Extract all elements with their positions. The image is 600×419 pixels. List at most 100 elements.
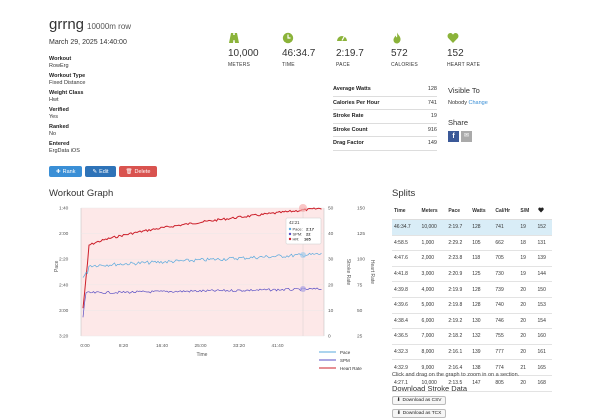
stroke-rate-tick-label: 40 <box>328 231 334 237</box>
tooltip-spm-value: 22 <box>306 232 311 237</box>
left-tick-label: 3:20 <box>59 334 69 340</box>
splits-cell: 7,000 <box>419 328 447 345</box>
splits-total-row[interactable]: 46:34.7 10,000 2:19.7 128 741 19 152 <box>392 219 552 236</box>
splits-cell: 8,000 <box>419 344 447 361</box>
splits-cell: 105 <box>470 235 494 252</box>
legend-pace-label: Pace <box>340 350 351 355</box>
splits-row[interactable]: 4:39.8 4,000 2:19.9 128 739 20 150 <box>392 281 552 298</box>
splits-cell: 138 <box>470 359 494 376</box>
stroke-rate-axis-ticks: 50 40 30 20 10 0 <box>328 206 334 340</box>
download-tcx-label: Download as TCX <box>402 411 442 416</box>
splits-cell: 125 <box>470 266 494 283</box>
x-tick-label: 8:20 <box>119 343 129 349</box>
heart-icon <box>537 207 544 213</box>
splits-cell: 139 <box>470 344 494 361</box>
workout-name: grrng <box>49 16 85 33</box>
splits-row[interactable]: 4:41.8 3,000 2:20.9 125 730 19 144 <box>392 266 552 283</box>
splits-row[interactable]: 4:58.5 1,000 2:29.2 105 662 18 131 <box>392 235 552 252</box>
delete-button[interactable]: 🗑 Delete <box>118 166 158 177</box>
x-tick-label: 0:00 <box>80 343 90 349</box>
splits-cell: 4:39.6 <box>392 297 420 314</box>
stroke-rate-tick-label: 10 <box>328 308 334 314</box>
detail-value: RowErg <box>49 63 69 69</box>
visibility-section: Visible To Nobody Change <box>448 86 488 106</box>
splits-cell: 4:36.5 <box>392 328 420 345</box>
x-axis-title: Time <box>197 352 208 358</box>
heart-rate-axis-ticks: 150 125 100 75 50 25 <box>357 206 365 340</box>
splits-cell: 18 <box>518 235 536 252</box>
share-section: Share f ✉ <box>448 118 472 142</box>
tooltip-spm-dot <box>288 232 292 236</box>
splits-cell: 160 <box>535 328 552 345</box>
rank-icon: ✚ <box>56 168 61 175</box>
splits-cell: 4,000 <box>419 281 447 298</box>
speedometer-icon <box>337 35 347 41</box>
stat-caption: TIME <box>282 62 295 68</box>
summary-label: Drag Factor <box>333 140 364 147</box>
stroke-rate-tick-label: 0 <box>328 334 331 340</box>
splits-cell: 46:34.7 <box>392 219 420 236</box>
summary-row: Drag Factor 149 <box>333 137 437 151</box>
splits-cell: 4:38.4 <box>392 313 420 330</box>
splits-cell: 9,000 <box>419 359 447 376</box>
splits-heading: Splits <box>392 188 416 199</box>
right-axis-title-stroke-rate: Stroke Rate <box>345 259 351 286</box>
summary-label: Stroke Rate <box>333 113 364 120</box>
splits-cell: 741 <box>493 219 519 236</box>
splits-cell: 19 <box>518 219 536 236</box>
heart-rate-tick-label: 75 <box>357 282 363 288</box>
summary-row: Stroke Rate 19 <box>333 110 437 124</box>
trash-icon: 🗑 <box>125 168 133 175</box>
splits-row[interactable]: 4:47.6 2,000 2:23.8 118 705 19 139 <box>392 250 552 267</box>
splits-row[interactable]: 4:32.3 8,000 2:16.1 139 777 20 161 <box>392 344 552 361</box>
zoom-hint: Click and drag on the graph to zoom in o… <box>392 372 520 378</box>
graph-tooltip: 42:21 Pace: 2:17 SPM: 22 HR: 165 <box>285 217 322 245</box>
splits-row[interactable]: 4:38.4 6,000 2:19.2 130 746 20 154 <box>392 313 552 330</box>
splits-row[interactable]: 4:39.6 5,000 2:19.8 128 740 20 153 <box>392 297 552 314</box>
x-axis-ticks: 0:00 8:20 16:40 25:00 33:20 41:40 <box>80 343 284 349</box>
email-icon[interactable]: ✉ <box>461 131 472 142</box>
change-visibility-link[interactable]: Change <box>468 100 488 106</box>
x-tick-label: 25:00 <box>194 343 206 349</box>
rank-button[interactable]: ✚ Rank <box>49 166 83 177</box>
workout-title: grrng 10000m row <box>49 16 131 33</box>
stat-meters: 10,000 METERS <box>228 32 288 68</box>
summary-value: 149 <box>427 140 437 147</box>
detail-label: Weight Class <box>49 90 84 96</box>
splits-row[interactable]: 4:36.5 7,000 2:18.2 132 755 20 160 <box>392 328 552 345</box>
edit-button[interactable]: ✎ Edit <box>85 166 116 177</box>
download-icon: ⬇ <box>396 398 401 403</box>
tooltip-pace-label: Pace: <box>293 227 303 232</box>
splits-cell: 4:47.6 <box>392 250 420 267</box>
splits-cell: 144 <box>535 266 552 283</box>
splits-cell: 2:19.7 <box>446 219 471 236</box>
stat-time: 46:34.7 TIME <box>282 32 342 68</box>
action-buttons: ✚ Rank ✎ Edit 🗑 Delete <box>49 166 158 177</box>
splits-cell: 132 <box>470 328 494 345</box>
x-tick-label: 16:40 <box>156 343 168 349</box>
download-tcx-button[interactable]: ⬇ Download as TCX <box>392 409 446 418</box>
stat-caption: METERS <box>228 62 251 68</box>
stat-value: 2:19.7 <box>336 48 364 59</box>
detail-label: Ranked <box>49 124 69 130</box>
splits-cell: 128 <box>470 297 494 314</box>
detail-label: Entered <box>49 141 70 147</box>
splits-cell: 2:19.2 <box>446 313 471 330</box>
summary-value: 741 <box>427 99 437 106</box>
splits-cell: 152 <box>535 219 552 236</box>
share-heading: Share <box>448 118 469 127</box>
splits-cell: 20 <box>518 328 536 345</box>
download-csv-button[interactable]: ⬇ Download as CSV <box>392 396 446 405</box>
splits-cell: 4:41.8 <box>392 266 420 283</box>
summary-label: Calories Per Hour <box>333 99 380 106</box>
stat-caption: PACE <box>336 62 351 68</box>
splits-row[interactable]: 4:27.1 10,000 2:13.5 147 805 20 168 <box>392 375 552 392</box>
splits-row[interactable]: 4:32.9 9,000 2:16.4 138 774 21 165 <box>392 359 552 376</box>
splits-cell: 4:27.1 <box>392 375 420 392</box>
splits-cell: 2:23.8 <box>446 250 471 267</box>
facebook-icon[interactable]: f <box>448 131 459 142</box>
splits-cell: 755 <box>493 328 519 345</box>
splits-table: Time Meters Pace Watts Cal/Hr S/M 46:34.… <box>392 203 552 392</box>
splits-cell: 20 <box>518 375 536 392</box>
